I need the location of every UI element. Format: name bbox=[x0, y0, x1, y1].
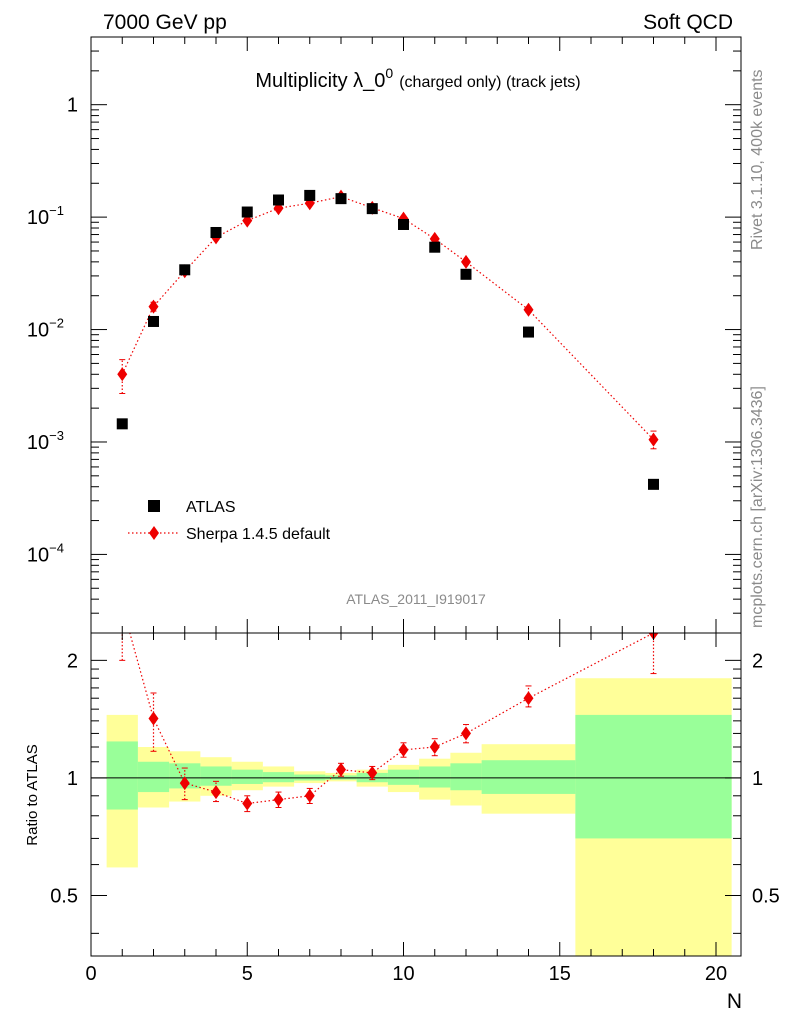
header-left: 7000 GeV pp bbox=[103, 11, 227, 34]
x-tick-label: 20 bbox=[705, 963, 727, 985]
ratio-line bbox=[129, 633, 654, 805]
ratio-panel: 0.5 0.51 12 20 5 10 15 20 Ratio to ATLAS N bbox=[24, 632, 780, 1013]
ratio-point bbox=[429, 740, 440, 755]
main-y-tick-label: 10−4 bbox=[27, 540, 64, 566]
atlas-point bbox=[335, 193, 347, 205]
main-y-tick-base: 10 bbox=[27, 544, 49, 566]
x-axis-label: N bbox=[727, 990, 742, 1013]
ratio-y-tick-label-left: 1 bbox=[67, 768, 78, 790]
ratio-point bbox=[304, 788, 315, 803]
sherpa-point bbox=[648, 432, 659, 447]
legend-sherpa-label: Sherpa 1.4.5 default bbox=[186, 526, 331, 543]
legend-atlas-marker bbox=[148, 500, 160, 512]
ratio-green-band bbox=[200, 766, 232, 786]
sherpa-point bbox=[461, 254, 471, 269]
atlas-point bbox=[179, 264, 191, 276]
ratio-green-band bbox=[450, 763, 482, 791]
ratio-point bbox=[367, 765, 378, 780]
atlas-point bbox=[148, 315, 159, 327]
header-right: Soft QCD bbox=[643, 11, 733, 34]
ratio-point bbox=[242, 796, 253, 811]
x-tick-label: 0 bbox=[85, 963, 96, 985]
sherpa-point bbox=[117, 367, 128, 382]
ratio-green-band bbox=[106, 741, 138, 810]
main-y-tick-label: 1 bbox=[67, 95, 78, 117]
main-y-tick-base: 10 bbox=[27, 207, 49, 229]
ratio-y-axis-label: Ratio to ATLAS bbox=[24, 744, 41, 845]
ratio-green-band bbox=[387, 769, 420, 785]
legend-atlas-label: ATLAS bbox=[186, 499, 236, 516]
rivet-version-label: Rivet 3.1.10, 400k events bbox=[749, 69, 766, 250]
ratio-green-band bbox=[419, 766, 451, 788]
ratio-point bbox=[398, 742, 409, 757]
atlas-point bbox=[241, 206, 253, 218]
ratio-green-band bbox=[137, 761, 170, 793]
ratio-point bbox=[211, 785, 221, 800]
atlas-point bbox=[116, 418, 128, 430]
ratio-y-tick-label-right: 1 bbox=[752, 768, 763, 790]
ratio-point bbox=[523, 691, 534, 706]
main-y-tick-label: 10−1 bbox=[27, 203, 64, 229]
ratio-green-band bbox=[575, 714, 732, 839]
main-y-tick-label: 10−2 bbox=[27, 316, 64, 342]
ratio-y-tick-label-left: 2 bbox=[67, 650, 78, 672]
ratio-point bbox=[273, 792, 284, 807]
ratio-point bbox=[461, 726, 471, 741]
ratio-green-band bbox=[231, 769, 263, 784]
atlas-point bbox=[648, 478, 659, 490]
ratio-point bbox=[179, 776, 190, 791]
atlas-point bbox=[366, 203, 378, 215]
main-y-tick-exponent: −2 bbox=[49, 316, 64, 331]
legend-sherpa-marker bbox=[149, 526, 159, 540]
main-title-suffix: (charged only) (track jets) bbox=[399, 74, 580, 91]
main-title-text: Multiplicity λ_0 bbox=[255, 70, 385, 92]
main-y-tick-exponent: −1 bbox=[49, 203, 64, 218]
x-tick-label: 5 bbox=[242, 963, 253, 985]
main-y-tick-exponent: −3 bbox=[49, 428, 64, 443]
main-y-tick-label: 10−3 bbox=[27, 428, 64, 454]
main-y-tick-base: 10 bbox=[27, 320, 49, 342]
ratio-green-band bbox=[481, 760, 576, 794]
atlas-point bbox=[429, 241, 441, 253]
sherpa-point bbox=[523, 302, 534, 317]
atlas-point bbox=[304, 189, 316, 201]
ratio-series-group bbox=[119, 633, 659, 813]
atlas-point bbox=[210, 226, 222, 238]
main-title: Multiplicity λ_00 (charged only) (track j… bbox=[255, 65, 580, 92]
atlas-point bbox=[398, 218, 409, 230]
ratio-point bbox=[148, 711, 159, 726]
main-frame bbox=[90, 36, 742, 634]
ratio-point bbox=[336, 762, 346, 777]
sherpa-line bbox=[121, 196, 654, 441]
ratio-green-band bbox=[262, 772, 295, 783]
atlas-point bbox=[460, 268, 472, 280]
legend: ATLAS Sherpa 1.4.5 default bbox=[128, 499, 331, 543]
main-y-tick-exponent: −4 bbox=[49, 540, 64, 555]
ratio-y-tick-label-right: 0.5 bbox=[752, 886, 780, 908]
main-title-superscript: 0 bbox=[385, 65, 393, 81]
ratio-y-tick-label-right: 2 bbox=[752, 650, 763, 672]
ratio-y-tick-label-left: 0.5 bbox=[50, 886, 78, 908]
x-tick-label: 15 bbox=[549, 963, 571, 985]
main-y-tick-base: 1 bbox=[67, 95, 78, 117]
atlas-point bbox=[523, 326, 534, 338]
ratio-frame bbox=[90, 632, 742, 957]
atlas-point bbox=[273, 194, 284, 206]
sherpa-point bbox=[148, 299, 159, 314]
mcplots-source-label: mcplots.cern.ch [arXiv:1306.3436] bbox=[749, 386, 766, 628]
analysis-id-label: ATLAS_2011_I919017 bbox=[346, 591, 486, 607]
main-panel: Multiplicity λ_00 (charged only) (track j… bbox=[27, 36, 742, 634]
x-tick-label: 10 bbox=[392, 963, 414, 985]
main-y-tick-base: 10 bbox=[27, 432, 49, 454]
